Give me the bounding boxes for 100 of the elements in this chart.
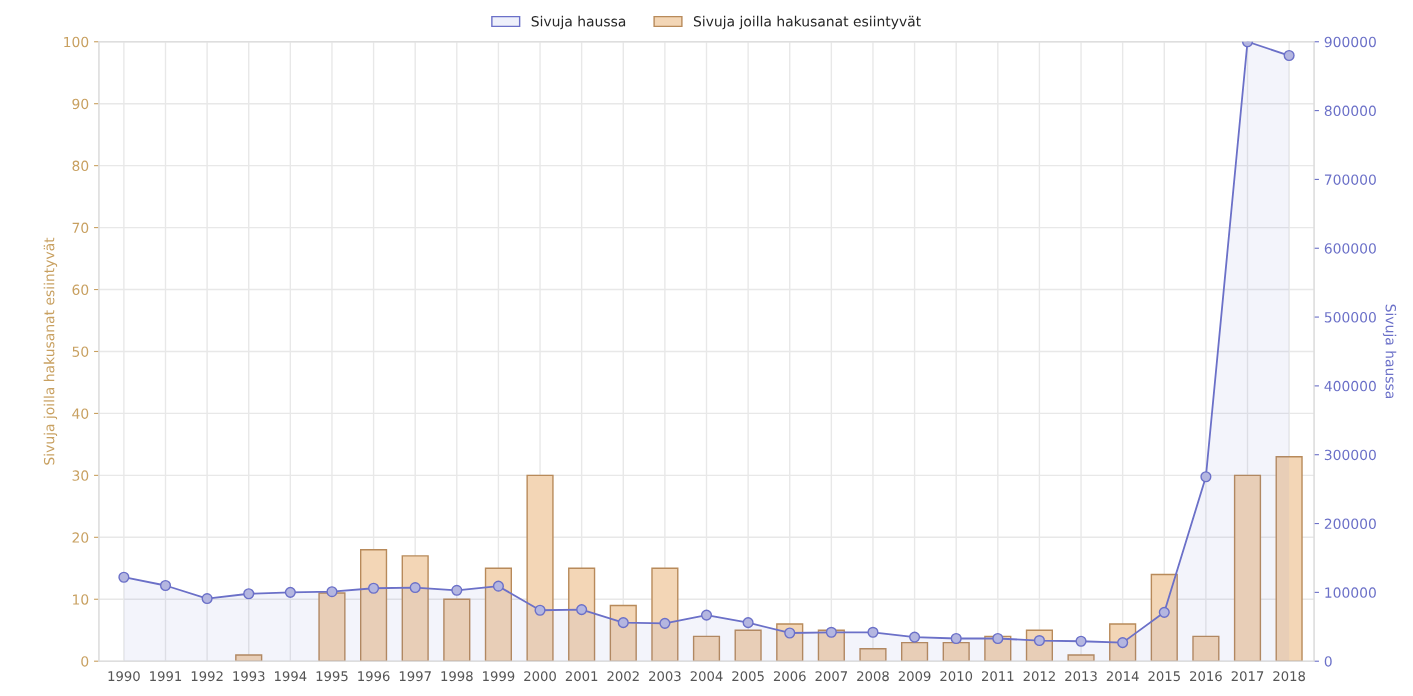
x-tick-label: 2011 bbox=[981, 671, 1014, 682]
bar bbox=[526, 474, 554, 662]
y-tick-label: 90 bbox=[72, 98, 89, 110]
point bbox=[867, 626, 879, 638]
point bbox=[159, 579, 172, 592]
x-tick-label: 2004 bbox=[690, 671, 723, 682]
x-tick-label: 1994 bbox=[275, 671, 307, 682]
x-tick-label: 2010 bbox=[940, 671, 973, 682]
bar bbox=[900, 641, 929, 662]
bar bbox=[692, 635, 721, 662]
point bbox=[201, 593, 213, 605]
point bbox=[1158, 606, 1170, 618]
bar bbox=[568, 567, 596, 662]
x-tick-label: 2001 bbox=[565, 671, 598, 682]
y-tick-label: 40 bbox=[72, 408, 89, 419]
x-tick-label: 2017 bbox=[1231, 671, 1264, 682]
y-tick-label: 10 bbox=[73, 594, 89, 605]
bar bbox=[1067, 654, 1095, 662]
bar bbox=[235, 654, 263, 662]
bar bbox=[1150, 573, 1178, 662]
legend-label: Sivuja joilla hakusanat esiintyvät bbox=[693, 15, 921, 30]
bar bbox=[609, 604, 637, 662]
y-tick-label: 0 bbox=[81, 656, 89, 667]
y2-tick-label: 500000 bbox=[1324, 312, 1376, 323]
point bbox=[243, 588, 255, 600]
y-tick-label: 20 bbox=[72, 532, 89, 543]
x-tick-label: 2006 bbox=[773, 671, 806, 682]
point bbox=[742, 617, 754, 629]
point bbox=[368, 582, 380, 594]
x-tick-label: 1998 bbox=[441, 671, 473, 682]
point bbox=[617, 617, 629, 629]
point bbox=[659, 617, 671, 629]
x-tick-label: 2008 bbox=[857, 671, 889, 682]
y2-tick-label: 0 bbox=[1324, 656, 1332, 667]
x-tick-label: 2012 bbox=[1023, 671, 1055, 682]
x-tick-label: 2003 bbox=[649, 671, 681, 682]
y-tick-label: 100 bbox=[64, 36, 89, 48]
bar bbox=[401, 555, 429, 662]
x-tick-label: 2009 bbox=[898, 671, 931, 682]
x-tick-label: 2018 bbox=[1273, 671, 1306, 682]
x-tick-label: 1997 bbox=[399, 671, 431, 682]
y2-axis-title: Sivuja haussa bbox=[1382, 304, 1397, 399]
bar bbox=[1233, 474, 1262, 662]
x-tick-label: 2007 bbox=[815, 671, 848, 682]
y-tick-label: 70 bbox=[72, 222, 89, 234]
x-tick-label: 2016 bbox=[1190, 671, 1222, 682]
y2-tick-label: 400000 bbox=[1324, 380, 1376, 392]
bar bbox=[318, 592, 346, 662]
point bbox=[284, 586, 296, 598]
point bbox=[576, 604, 588, 616]
y2-tick-label: 600000 bbox=[1324, 243, 1376, 254]
x-tick-label: 2000 bbox=[524, 671, 556, 682]
x-tick-label: 2013 bbox=[1065, 671, 1097, 682]
bar bbox=[859, 648, 887, 662]
bar bbox=[443, 598, 471, 662]
point bbox=[909, 631, 921, 643]
point bbox=[950, 632, 962, 645]
bar bbox=[651, 567, 679, 662]
y-tick-label: 80 bbox=[72, 160, 89, 172]
x-tick-label: 2015 bbox=[1148, 671, 1180, 682]
bar bbox=[734, 629, 762, 662]
y-tick-label: 30 bbox=[72, 470, 89, 481]
point bbox=[1283, 49, 1295, 62]
bar bbox=[484, 567, 513, 662]
point bbox=[700, 609, 713, 621]
bar bbox=[359, 549, 388, 662]
y2-tick-label: 100000 bbox=[1325, 587, 1376, 598]
point bbox=[118, 571, 130, 583]
point bbox=[409, 581, 421, 594]
point bbox=[825, 626, 837, 638]
y2-tick-label: 900000 bbox=[1324, 36, 1376, 48]
point bbox=[326, 586, 338, 598]
y-tick-label: 50 bbox=[72, 346, 89, 357]
y2-tick-label: 800000 bbox=[1324, 105, 1376, 117]
x-tick-label: 1991 bbox=[150, 671, 182, 682]
point bbox=[451, 584, 463, 596]
x-tick-label: 1992 bbox=[191, 671, 223, 682]
point bbox=[1075, 635, 1087, 647]
x-tick-label: 1993 bbox=[233, 671, 265, 682]
x-tick-label: 2014 bbox=[1106, 671, 1139, 682]
y2-tick-label: 300000 bbox=[1324, 449, 1376, 461]
legend-label: Sivuja haussa bbox=[531, 15, 626, 30]
bar bbox=[942, 641, 970, 662]
bar bbox=[1192, 635, 1220, 662]
x-tick-label: 1996 bbox=[358, 671, 390, 682]
y-axis-title: Sivuja joilla hakusanat esiintyvät bbox=[43, 237, 58, 465]
x-tick-label: 1990 bbox=[108, 671, 140, 682]
x-tick-label: 1999 bbox=[483, 671, 515, 682]
y2-tick-label: 700000 bbox=[1324, 174, 1376, 185]
x-tick-label: 1995 bbox=[316, 671, 348, 682]
point bbox=[784, 627, 796, 639]
y2-tick-label: 200000 bbox=[1324, 518, 1376, 530]
bar bbox=[1275, 456, 1303, 662]
point bbox=[992, 632, 1004, 645]
point bbox=[1200, 471, 1212, 483]
point bbox=[534, 604, 546, 616]
y-tick-label: 60 bbox=[72, 284, 89, 296]
x-tick-label: 2005 bbox=[732, 671, 764, 682]
x-tick-label: 2002 bbox=[607, 671, 639, 682]
point bbox=[492, 580, 504, 592]
